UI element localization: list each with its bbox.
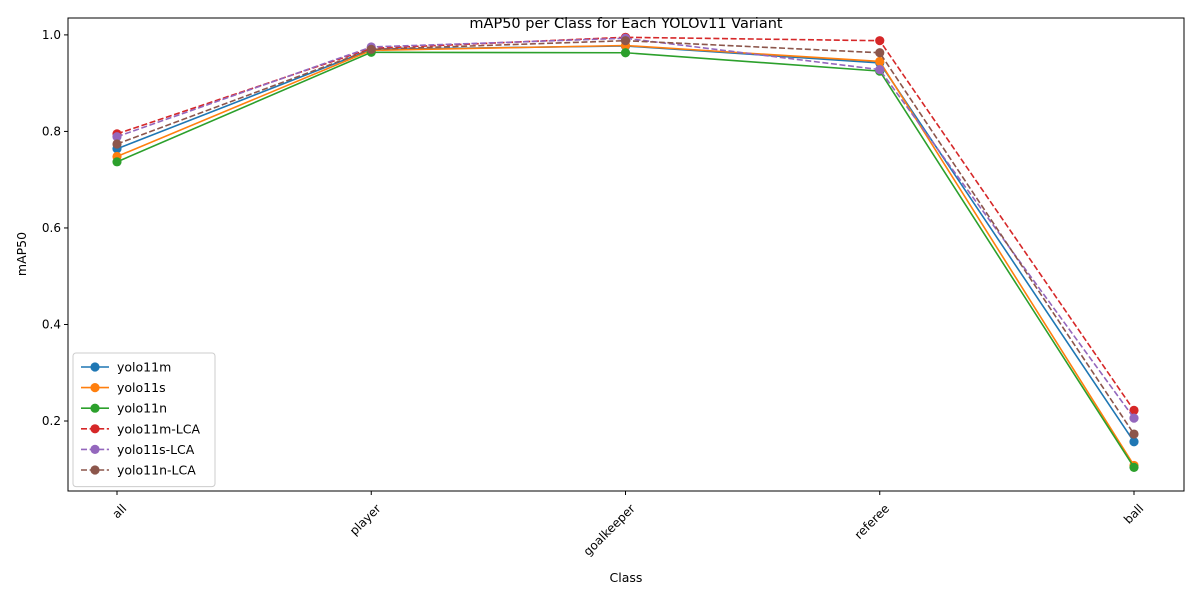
- series-line: [116, 51, 1135, 468]
- data-point: [366, 44, 376, 54]
- y-tick-label: 0.6: [42, 221, 61, 235]
- plot-frame: [67, 17, 1185, 492]
- series-line: [116, 44, 1135, 466]
- series-line: [116, 37, 1135, 419]
- x-tick-label: referee: [852, 501, 892, 541]
- legend-marker: [90, 383, 100, 393]
- y-tick-label: 1.0: [42, 28, 61, 42]
- series-line: [116, 39, 1135, 435]
- legend-label: yolo11n-LCA: [117, 463, 196, 478]
- legend-label: yolo11n: [117, 401, 167, 416]
- legend-label: yolo11s-LCA: [117, 442, 195, 457]
- x-tick-label: player: [347, 501, 384, 538]
- x-tick-label: all: [110, 501, 130, 521]
- data-point: [620, 36, 631, 46]
- series-yolo11s: [112, 40, 1139, 471]
- series-line: [116, 45, 1135, 443]
- legend-label: yolo11m: [117, 360, 171, 375]
- legend-marker: [90, 465, 100, 475]
- y-tick-label: 0.8: [42, 124, 61, 138]
- data-point: [1129, 429, 1139, 439]
- data-point: [1129, 462, 1139, 472]
- data-point: [112, 132, 122, 142]
- y-tick-label: 0.2: [42, 414, 61, 428]
- data-point: [620, 48, 631, 58]
- data-point: [112, 139, 122, 149]
- y-axis: 0.2 0.4 0.6 0.8 1.0: [42, 28, 68, 428]
- legend-label: yolo11s: [117, 380, 166, 395]
- legend-item: yolo11n-LCA: [81, 463, 196, 478]
- y-tick-label: 0.4: [42, 317, 61, 331]
- plot-area: [112, 32, 1139, 472]
- legend-item: yolo11n: [81, 401, 167, 416]
- series-yolo11n: [112, 47, 1139, 472]
- legend-box: [72, 352, 216, 488]
- legend: yolo11m yolo11s yolo11n yolo11m-LCA yolo11s-…: [72, 352, 216, 488]
- legend-marker: [90, 403, 100, 413]
- y-axis-label: mAP50: [14, 232, 29, 276]
- x-axis-label: Class: [610, 570, 643, 585]
- series-yolo11m: [112, 41, 1139, 447]
- data-point: [1129, 413, 1139, 423]
- legend-marker: [90, 444, 100, 454]
- legend-item: yolo11s: [81, 380, 166, 395]
- legend-label: yolo11m-LCA: [117, 421, 200, 436]
- legend-marker: [90, 424, 100, 434]
- legend-item: yolo11s-LCA: [81, 442, 195, 457]
- data-point: [1129, 405, 1139, 415]
- legend-item: yolo11m: [81, 360, 171, 375]
- x-tick-label: ball: [1121, 501, 1146, 526]
- legend-marker: [90, 362, 100, 372]
- x-axis: all player goalkeeper referee ball: [110, 491, 1146, 559]
- data-point: [112, 157, 122, 167]
- chart-title: mAP50 per Class for Each YOLOv11 Variant: [469, 16, 783, 32]
- data-point: [875, 48, 885, 58]
- data-point: [1129, 437, 1139, 447]
- x-tick-label: goalkeeper: [581, 501, 638, 558]
- data-point: [875, 36, 885, 46]
- data-point: [875, 65, 885, 75]
- data-point: [875, 56, 885, 67]
- legend-item: yolo11m-LCA: [81, 421, 200, 436]
- series-yolo11n-LCA: [112, 36, 1139, 439]
